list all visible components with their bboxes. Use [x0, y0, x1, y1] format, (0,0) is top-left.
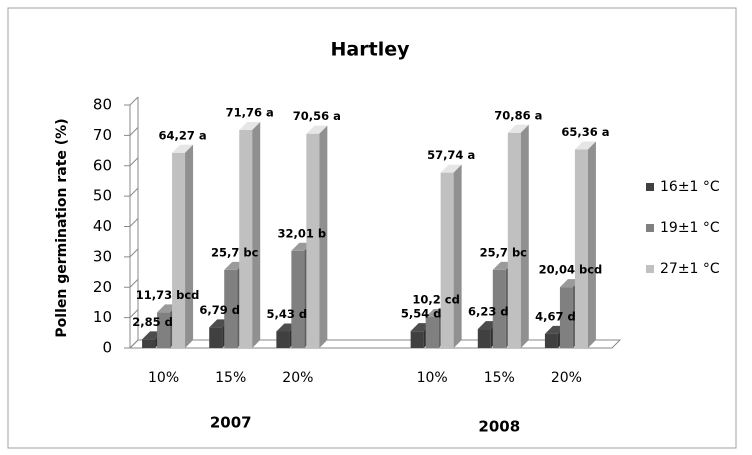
bar-side [453, 164, 462, 348]
y-tick-depth [129, 339, 139, 349]
x-tick-label: 10% [417, 370, 448, 386]
bar-front [440, 172, 454, 348]
x-tick-label: 15% [215, 370, 246, 386]
bar-top [172, 144, 194, 153]
legend-label: 16±1 °C [660, 179, 720, 195]
value-label: 25,7 bc [211, 245, 259, 259]
bar-front [224, 269, 238, 348]
bar-front [172, 152, 186, 348]
bar-front [544, 333, 558, 348]
bar-top [507, 124, 529, 133]
y-tick-depth [129, 157, 139, 167]
y-tick-label: 70 [93, 126, 112, 144]
bar-front [559, 287, 573, 348]
value-label: 2,85 d [132, 315, 173, 329]
bar-front [492, 269, 506, 348]
bar-side [520, 124, 529, 348]
value-label: 5,54 d [401, 307, 442, 321]
value-label: 20,04 bcd [539, 263, 603, 277]
x-tick-label: 10% [148, 370, 179, 386]
bar-front [477, 329, 491, 348]
legend-swatch [646, 183, 654, 191]
chart-border [7, 7, 737, 449]
y-tick-depth [129, 309, 139, 318]
bar [172, 144, 194, 348]
bar-front [306, 133, 320, 348]
bar-front [239, 130, 253, 348]
bar-front [410, 331, 424, 348]
value-label: 64,27 a [159, 128, 207, 142]
legend-swatch [646, 224, 654, 232]
x-tick-label: 20% [282, 370, 313, 386]
y-tick-label: 30 [93, 247, 112, 265]
bar [507, 124, 529, 348]
y-tick-label: 80 [93, 96, 112, 114]
legend-label: 19±1 °C [660, 220, 720, 236]
value-label: 25,7 bc [480, 245, 528, 259]
y-tick-depth [129, 127, 139, 136]
y-tick-label: 50 [93, 187, 112, 205]
y-tick-label: 0 [102, 339, 112, 357]
bar-front [291, 250, 305, 348]
value-label: 10,2 cd [412, 293, 459, 307]
value-label: 11,73 bcd [136, 288, 200, 302]
y-tick-depth [129, 248, 139, 258]
y-tick-depth [129, 278, 139, 288]
y-axis-label: Pollen germination rate (%) [54, 118, 70, 337]
bar-front [157, 312, 171, 348]
value-label: 70,86 a [494, 108, 542, 122]
bar-front [142, 339, 156, 348]
bar [440, 164, 462, 348]
bar-side [252, 122, 261, 349]
y-tick-depth [129, 96, 139, 106]
legend-label: 27±1 °C [660, 261, 720, 277]
bar-side [185, 144, 194, 348]
x-tick-label: 15% [484, 370, 515, 386]
value-label: 71,76 a [226, 106, 274, 120]
y-tick-label: 60 [93, 156, 112, 174]
x-tick-label: 20% [551, 370, 582, 386]
value-label: 65,36 a [561, 125, 609, 139]
bar-top [574, 141, 596, 150]
group-label: 2007 [210, 414, 252, 432]
y-tick-label: 10 [93, 308, 112, 326]
bar-front [209, 327, 223, 348]
bar-top [306, 125, 328, 134]
value-label: 57,74 a [427, 148, 475, 162]
bar-front [574, 149, 588, 348]
group-label: 2008 [478, 418, 520, 436]
legend-swatch [646, 265, 654, 273]
value-label: 70,56 a [293, 109, 341, 123]
chart-title: Hartley [331, 39, 411, 61]
value-label: 6,23 d [468, 305, 509, 319]
bar-side [319, 125, 328, 348]
bar [306, 125, 328, 348]
y-tick-label: 20 [93, 278, 112, 296]
bar-top [239, 122, 261, 131]
y-tick-depth [129, 187, 139, 197]
bar [239, 122, 261, 349]
y-tick-label: 40 [93, 217, 112, 235]
value-label: 4,67 d [535, 309, 576, 323]
value-label: 32,01 b [278, 226, 327, 240]
bar [574, 141, 596, 348]
bar-front [425, 317, 439, 348]
bar-side [587, 141, 596, 348]
y-tick-depth [129, 218, 139, 227]
bar-front [507, 132, 521, 348]
bar-front [276, 331, 290, 348]
value-label: 5,43 d [267, 307, 308, 321]
bar-top [440, 164, 462, 173]
value-label: 6,79 d [199, 303, 240, 317]
